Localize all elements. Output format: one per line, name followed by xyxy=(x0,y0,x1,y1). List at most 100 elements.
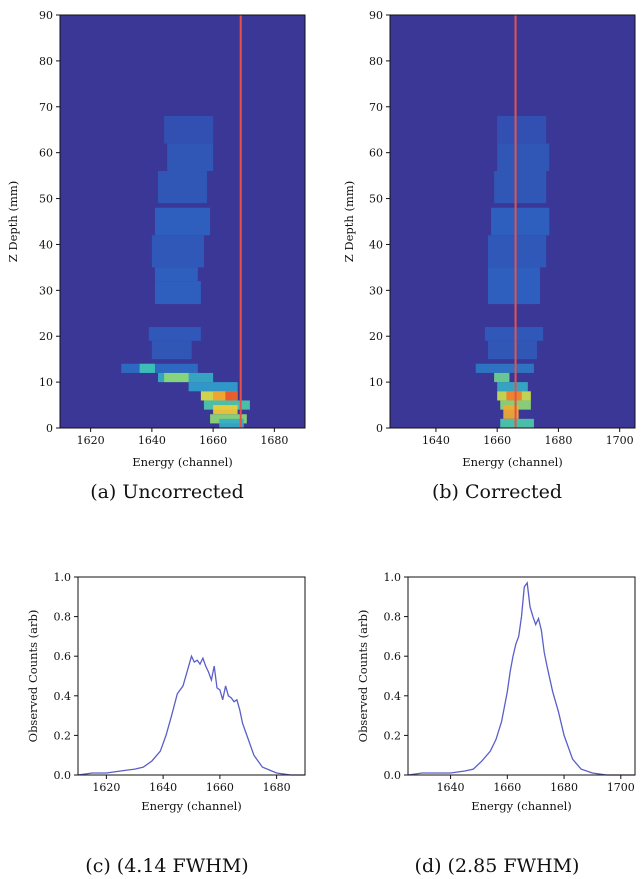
panel-a-uncorrected-heatmap: 1620 1640 1660 1680 0 10 20 30 40 50 60 70 80 90 Energ… xyxy=(6,9,306,503)
x-tick-label: 1640 xyxy=(422,434,450,447)
y-tick-label: 20 xyxy=(39,330,53,343)
heatmap-cell xyxy=(188,382,238,392)
heatmap-cell xyxy=(484,327,544,341)
x-tick-label: 1620 xyxy=(77,434,105,447)
axes-frame xyxy=(59,14,306,429)
y-axis-label: Observed Counts (arb) xyxy=(26,610,40,743)
plot-background xyxy=(78,577,305,775)
y-tick-label: 0.4 xyxy=(54,690,72,703)
y-tick-label: 50 xyxy=(369,193,383,206)
panel-c-uncorrected-spectrum: 1620 1640 1660 1680 0.0 0.2 0.4 0.6 0.8 1.0 Energy… xyxy=(26,571,306,877)
heatmap-cell xyxy=(497,143,550,172)
caption-a: (a) Uncorrected xyxy=(90,481,244,503)
y-axis-label: Z Depth (mm) xyxy=(6,181,20,263)
y-tick-label: 0.4 xyxy=(384,690,402,703)
x-tick-label: 1680 xyxy=(263,781,291,794)
x-tick-label: 1640 xyxy=(138,434,166,447)
x-tick-label: 1660 xyxy=(206,781,234,794)
y-tick-label: 90 xyxy=(369,9,383,22)
axes-frame xyxy=(77,576,306,776)
heatmap-cell xyxy=(148,327,201,341)
heatmap-cell xyxy=(139,363,155,373)
heatmap-cell xyxy=(167,143,214,172)
heatmap-cell xyxy=(500,418,534,428)
heatmap-cell xyxy=(225,391,238,401)
spectrum-line xyxy=(77,654,305,776)
x-tick-label: 1640 xyxy=(437,781,465,794)
heatmap-cell xyxy=(497,115,547,144)
y-tick-label: 0.8 xyxy=(384,611,402,624)
y-tick-label: 0.8 xyxy=(54,611,72,624)
x-axis-label: Energy (channel) xyxy=(462,455,563,469)
x-axis-label: Energy (channel) xyxy=(141,799,242,813)
axes-frame xyxy=(389,14,636,429)
caption-b: (b) Corrected xyxy=(432,481,562,503)
plot-background xyxy=(408,577,635,775)
spectrum-line xyxy=(407,581,635,776)
y-tick-label: 70 xyxy=(39,101,53,114)
heatmap-cell xyxy=(219,418,244,428)
heatmap-cell xyxy=(475,363,534,373)
heatmap-cell xyxy=(121,363,198,373)
heatmap-cell xyxy=(488,267,541,305)
y-tick-label: 10 xyxy=(369,376,383,389)
y-tick-label: 0.0 xyxy=(54,769,72,782)
y-tick-label: 40 xyxy=(369,238,383,251)
y-tick-label: 70 xyxy=(369,101,383,114)
panel-d-corrected-spectrum: 1640 1660 1680 1700 0.0 0.2 0.4 0.6 0.8 1.0 Energy… xyxy=(356,571,636,877)
y-axis-label: Z Depth (mm) xyxy=(342,181,356,263)
y-tick-label: 60 xyxy=(369,147,383,160)
x-tick-label: 1700 xyxy=(607,781,635,794)
y-tick-label: 0.6 xyxy=(384,650,402,663)
x-tick-label: 1680 xyxy=(550,781,578,794)
heatmap-cell xyxy=(494,372,510,383)
y-tick-label: 30 xyxy=(369,284,383,297)
heatmap-cell xyxy=(213,405,238,415)
y-tick-label: 1.0 xyxy=(384,571,402,584)
heatmap-cell xyxy=(154,207,211,236)
y-tick-label: 0.2 xyxy=(54,729,72,742)
y-tick-label: 40 xyxy=(39,238,53,251)
heatmap-cell xyxy=(154,267,198,282)
heatmap-cell xyxy=(164,115,214,144)
heatmap-cell xyxy=(491,207,550,236)
heatmap-cell xyxy=(151,340,192,360)
y-tick-label: 10 xyxy=(39,376,53,389)
y-tick-label: 1.0 xyxy=(54,571,72,584)
heatmap-cell xyxy=(154,281,201,305)
y-axis-label: Observed Counts (arb) xyxy=(356,610,370,743)
y-tick-label: 30 xyxy=(39,284,53,297)
y-tick-label: 0.6 xyxy=(54,650,72,663)
x-axis-label: Energy (channel) xyxy=(471,799,572,813)
y-tick-label: 80 xyxy=(39,55,53,68)
x-tick-label: 1620 xyxy=(92,781,120,794)
x-tick-label: 1660 xyxy=(493,781,521,794)
caption-c: (c) (4.14 FWHM) xyxy=(85,855,248,877)
y-tick-label: 0.2 xyxy=(384,729,402,742)
x-axis-label: Energy (channel) xyxy=(132,455,233,469)
y-tick-label: 0 xyxy=(46,422,53,435)
x-tick-label: 1700 xyxy=(606,434,634,447)
x-tick-label: 1660 xyxy=(199,434,227,447)
heatmap-cell xyxy=(494,171,547,204)
y-tick-label: 0 xyxy=(376,422,383,435)
heatmap-cell xyxy=(488,235,547,268)
caption-d: (d) (2.85 FWHM) xyxy=(415,855,580,877)
x-tick-label: 1640 xyxy=(149,781,177,794)
y-tick-label: 0.0 xyxy=(384,769,402,782)
heatmap-cell xyxy=(158,171,207,204)
heatmap-cell xyxy=(151,235,204,268)
panel-b-corrected-heatmap: 1640 1660 1680 1700 0 10 20 30 40 50 60 70 80 90 Energ… xyxy=(342,9,636,503)
heatmap-cell xyxy=(213,391,232,401)
y-tick-label: 60 xyxy=(39,147,53,160)
x-tick-label: 1660 xyxy=(483,434,511,447)
heatmap-cell xyxy=(506,391,522,401)
y-tick-label: 90 xyxy=(39,9,53,22)
heatmap-cell xyxy=(488,340,537,360)
y-tick-label: 20 xyxy=(369,330,383,343)
x-tick-label: 1680 xyxy=(260,434,288,447)
y-tick-label: 50 xyxy=(39,193,53,206)
heatmap-cell xyxy=(164,372,189,383)
x-tick-label: 1680 xyxy=(544,434,572,447)
